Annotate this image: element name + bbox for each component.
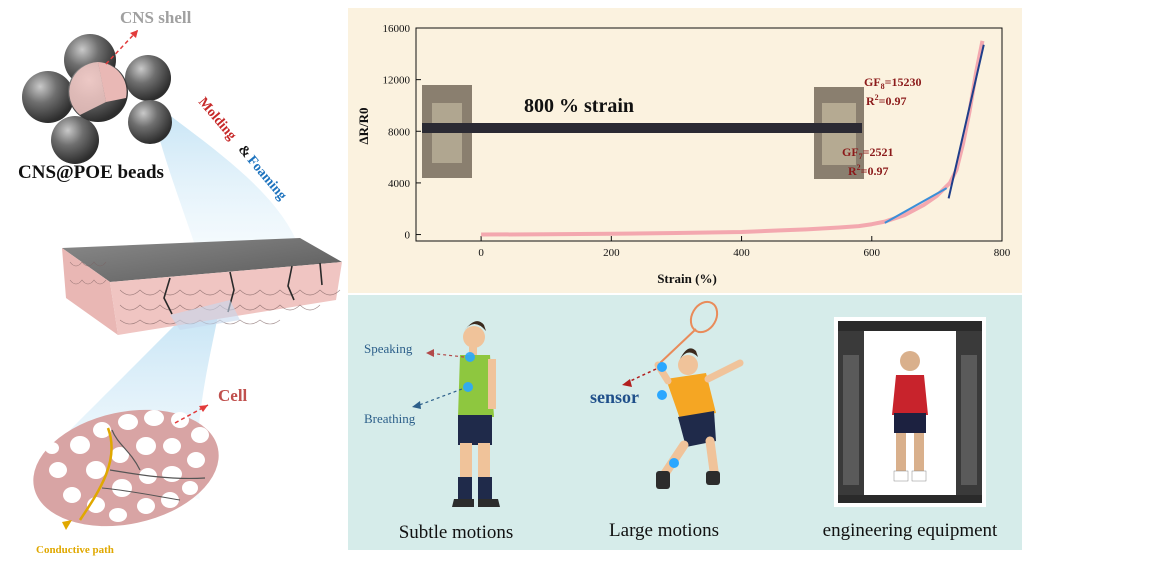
y-tick-label: 0 [405,230,411,242]
standing-person-figure [452,321,500,507]
cns-beads-cluster [22,34,172,164]
y-axis-label: ΔR/R0 [356,107,371,144]
y-tick-label: 8000 [388,126,411,138]
beam-shape [150,100,300,260]
caption-subtle-motions: Subtle motions [399,522,514,543]
elbow-sensor-dot [657,390,667,400]
caption-engineering-equipment: engineering equipment [823,520,998,541]
applications-illustration: Speaking Breathing sensor [364,300,998,543]
y-tick-label: 16000 [383,23,411,35]
chart-panel: 800 % strain 0 200 400 600 800 0 4000 8000 12000… [348,8,1022,293]
fit-line-1 [884,187,948,224]
x-tick-label: 0 [478,247,484,259]
breathing-label: Breathing [364,411,416,426]
wrist-sensor-dot [657,362,667,372]
cell-ellipse [33,409,219,527]
svg-text:GF7=2521: GF7=2521 [842,145,894,161]
strain-resistance-chart: 800 % strain 0 200 400 600 80004000800012000… [356,23,1011,286]
y-tick-label: 4000 [388,178,411,190]
throat-sensor-dot [465,352,475,362]
svg-text:R2=0.97: R2=0.97 [866,93,907,108]
svg-text:GF8=15230: GF8=15230 [864,75,922,91]
svg-text:Molding: Molding [195,95,239,143]
inset-label: 800 % strain [524,95,634,117]
x-tick-label: 400 [733,247,750,259]
x-tick-label: 800 [994,247,1011,259]
strain-photo-inset [422,85,864,179]
fabrication-scheme: CNS shell CNS@POE beads Molding & Foamin… [18,8,342,556]
y-tick-label: 12000 [383,75,411,87]
beads-label: CNS@POE beads [18,162,164,183]
shell-pointer [105,29,139,65]
applications-panel: Speaking Breathing sensor [348,295,1022,550]
fit-annotation-high: GF8=15230 R2=0.97 [864,75,922,108]
shell-label: CNS shell [120,8,192,27]
caption-large-motions: Large motions [609,520,719,541]
svg-text:R2=0.97: R2=0.97 [848,163,889,178]
knee-sensor-dot [669,458,679,468]
fit-line-2 [947,44,985,199]
chest-sensor-dot [463,382,473,392]
conductive-path-label: Conductive path [36,544,114,556]
gym-machine-figure [834,317,986,507]
data-series-line [481,40,985,237]
plot-frame [415,27,1003,242]
sensor-label: sensor [590,387,639,407]
cell-label: Cell [218,386,248,405]
badminton-player-figure [654,300,744,489]
foam-block [62,238,342,335]
x-tick-label: 600 [864,247,881,259]
speaking-label: Speaking [364,341,413,356]
fit-annotation-low: GF7=2521 R2=0.97 [842,145,894,178]
x-tick-label: 200 [603,247,620,259]
x-axis-label: Strain (%) [657,271,717,286]
